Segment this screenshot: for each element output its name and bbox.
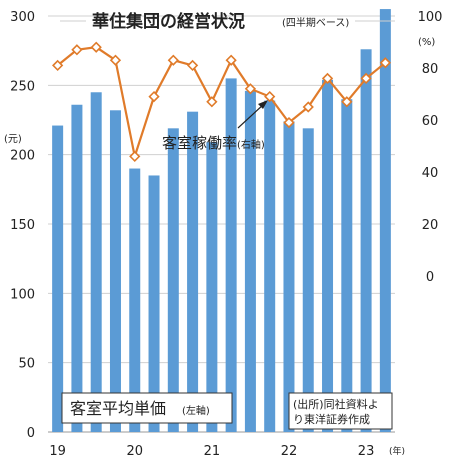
bar: [148, 175, 160, 432]
bar: [206, 142, 218, 433]
x-tick-label: 19: [49, 444, 66, 459]
line-series-label: 客室稼働率: [162, 134, 237, 152]
right-tick-label: 40: [422, 166, 439, 181]
left-tick-label: 250: [10, 79, 35, 94]
chart-title: 華住集団の経営状況: [92, 11, 245, 32]
bar: [167, 128, 179, 432]
left-tick-label: 150: [10, 218, 35, 233]
bar-series-label: 客室平均単価: [70, 399, 166, 418]
line-point: [206, 96, 218, 108]
line-point: [129, 150, 141, 163]
right-axis-unit: (%): [418, 37, 435, 48]
line-point: [167, 54, 179, 66]
source-line-2: り東洋証券作成: [293, 412, 370, 426]
line-point: [109, 54, 122, 66]
x-tick-label: 20: [126, 444, 143, 459]
line-point: [360, 72, 372, 85]
bar: [244, 90, 256, 432]
right-tick-label: 60: [422, 114, 439, 129]
bar: [302, 128, 314, 432]
bar: [283, 121, 295, 433]
x-tick-label: 21: [204, 444, 221, 459]
x-tick-label: 23: [358, 444, 375, 459]
bar-series: [52, 9, 391, 433]
bar: [129, 168, 141, 433]
right-tick-label: 80: [422, 62, 439, 77]
left-tick-label: 300: [10, 10, 35, 25]
source-box: [288, 392, 393, 430]
line-label-arrow: [237, 103, 265, 129]
left-tick-label: 200: [10, 149, 35, 164]
line-point: [186, 59, 199, 72]
line-point: [302, 101, 314, 113]
bar: [379, 9, 391, 432]
line-point: [225, 54, 237, 66]
year-unit: (年): [389, 445, 405, 457]
line-label-arrowhead: [258, 100, 268, 109]
bar: [90, 92, 102, 433]
line-point: [264, 90, 276, 103]
bar: [52, 125, 64, 433]
right-tick-label: 100: [418, 10, 443, 25]
left-tick-label: 0: [27, 426, 35, 441]
line-point: [244, 83, 257, 95]
line-point: [52, 59, 64, 72]
line-point: [71, 44, 83, 56]
line-point: [341, 96, 353, 108]
line-series-label-note: (右軸): [237, 138, 265, 151]
line-series: [52, 41, 391, 163]
bar: [360, 49, 372, 432]
line-point: [379, 57, 391, 69]
tick-labels: 0 50 100 150 200 250 300 0 20 40 60 80 100 19 20 21 22 23: [10, 10, 442, 459]
line-point: [90, 41, 102, 53]
bar: [187, 111, 199, 433]
bar: [322, 79, 334, 432]
right-tick-label: 20: [422, 218, 439, 233]
bar: [264, 100, 276, 432]
line-point: [321, 72, 334, 85]
bar: [109, 110, 121, 432]
x-tick-label: 22: [281, 444, 298, 459]
line-point: [148, 90, 160, 103]
bar-series-label-note: (左軸): [182, 404, 210, 417]
chart-subtitle: (四半期ベース): [282, 16, 349, 29]
source-line-1: (出所)同社資料よ: [293, 397, 379, 411]
left-tick-label: 50: [18, 357, 35, 372]
left-tick-label: 100: [10, 287, 35, 302]
left-axis-unit: (元): [4, 134, 22, 145]
right-tick-label: 0: [426, 270, 434, 285]
bar: [225, 78, 237, 433]
bar-label-box: [61, 392, 233, 424]
bar: [71, 104, 83, 432]
bar: [341, 99, 353, 432]
gridlines: [48, 15, 395, 433]
line-point: [283, 116, 295, 129]
